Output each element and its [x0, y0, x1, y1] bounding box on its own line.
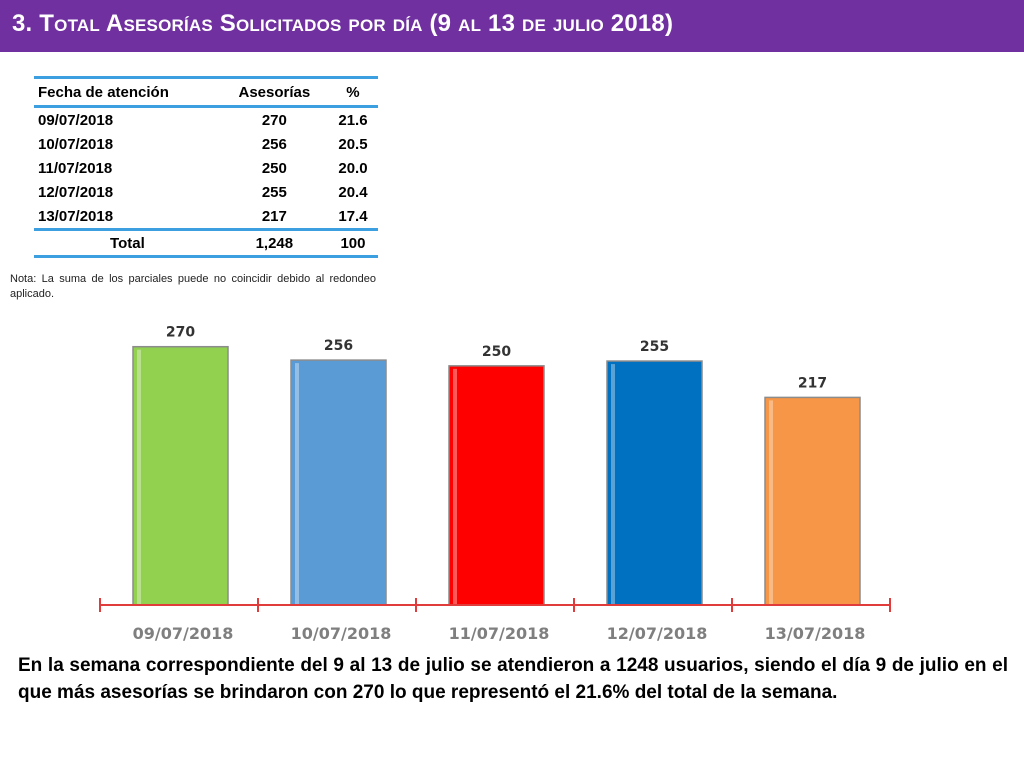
table-total-row: Total 1,248 100 — [34, 228, 378, 258]
cell-date: 11/07/2018 — [38, 159, 113, 177]
cell-percent: 20.5 — [338, 135, 368, 153]
title-bar: 3. Total Asesorías Solicitados por día (… — [0, 0, 1024, 52]
x-tick-label: 10/07/2018 — [291, 624, 392, 643]
total-label: Total — [34, 228, 221, 258]
bar-09/07/2018 — [132, 345, 229, 606]
cell-date: 09/07/2018 — [38, 111, 114, 129]
bar-value-label: 217 — [798, 375, 827, 391]
cell-count: 270 — [261, 111, 287, 129]
bar-highlight — [611, 364, 615, 605]
bar-highlight — [295, 363, 299, 605]
summary-table: Fecha de atención Asesorías % 09/07/2018… — [34, 76, 378, 258]
col-header-percent: % — [327, 76, 378, 108]
bar-value-label: 255 — [640, 339, 669, 355]
bar-highlight — [137, 349, 141, 605]
bar-11/07/2018 — [448, 365, 545, 606]
total-count: 1,248 — [220, 228, 328, 258]
table-header-row: Fecha de atención Asesorías % — [34, 76, 378, 108]
cell-date: 13/07/2018 — [38, 207, 114, 225]
cell-date: 10/07/2018 — [38, 135, 114, 153]
cell-count: 255 — [261, 183, 287, 201]
cell-percent: 20.0 — [338, 159, 368, 177]
summary-paragraph: En la semana correspondiente del 9 al 13… — [18, 655, 1008, 703]
x-tick-label: 11/07/2018 — [449, 624, 550, 643]
bar-value-label: 256 — [324, 338, 353, 354]
bar-value-label: 250 — [482, 344, 511, 360]
bar-value-label: 270 — [166, 325, 195, 341]
cell-count: 256 — [261, 135, 287, 153]
rounding-note: Nota: La suma de los parciales puede no … — [10, 273, 376, 300]
x-tick-label: 13/07/2018 — [765, 624, 866, 643]
total-percent: 100 — [327, 228, 378, 258]
cell-percent: 21.6 — [338, 111, 368, 129]
bar-chart: 270 09/07/2018 256 10/07/2018 250 11/07/2018 2… — [99, 325, 891, 643]
x-tick-label: 09/07/2018 — [133, 624, 234, 643]
cell-count: 250 — [261, 159, 287, 177]
cell-count: 217 — [261, 207, 287, 225]
bar-13/07/2018 — [764, 396, 861, 606]
cell-percent: 20.4 — [338, 183, 368, 201]
table-row: 10/07/2018 256 20.5 — [34, 132, 378, 156]
table-row: 13/07/2018 217 17.4 — [34, 204, 378, 230]
col-header-date: Fecha de atención — [34, 76, 221, 108]
bar-12/07/2018 — [606, 360, 703, 606]
table-row: 12/07/2018 255 20.4 — [34, 180, 378, 204]
page-title: 3. Total Asesorías Solicitados por día (… — [12, 10, 674, 37]
cell-date: 12/07/2018 — [38, 183, 114, 201]
bar-10/07/2018 — [290, 359, 387, 606]
x-tick-label: 12/07/2018 — [607, 624, 708, 643]
col-header-count: Asesorías — [220, 76, 328, 108]
bar-highlight — [769, 400, 773, 605]
table-row: 09/07/2018 270 21.6 — [34, 107, 378, 133]
table-row: 11/07/2018 250 20.0 — [34, 156, 378, 180]
bar-highlight — [453, 368, 457, 605]
cell-percent: 17.4 — [338, 207, 368, 225]
